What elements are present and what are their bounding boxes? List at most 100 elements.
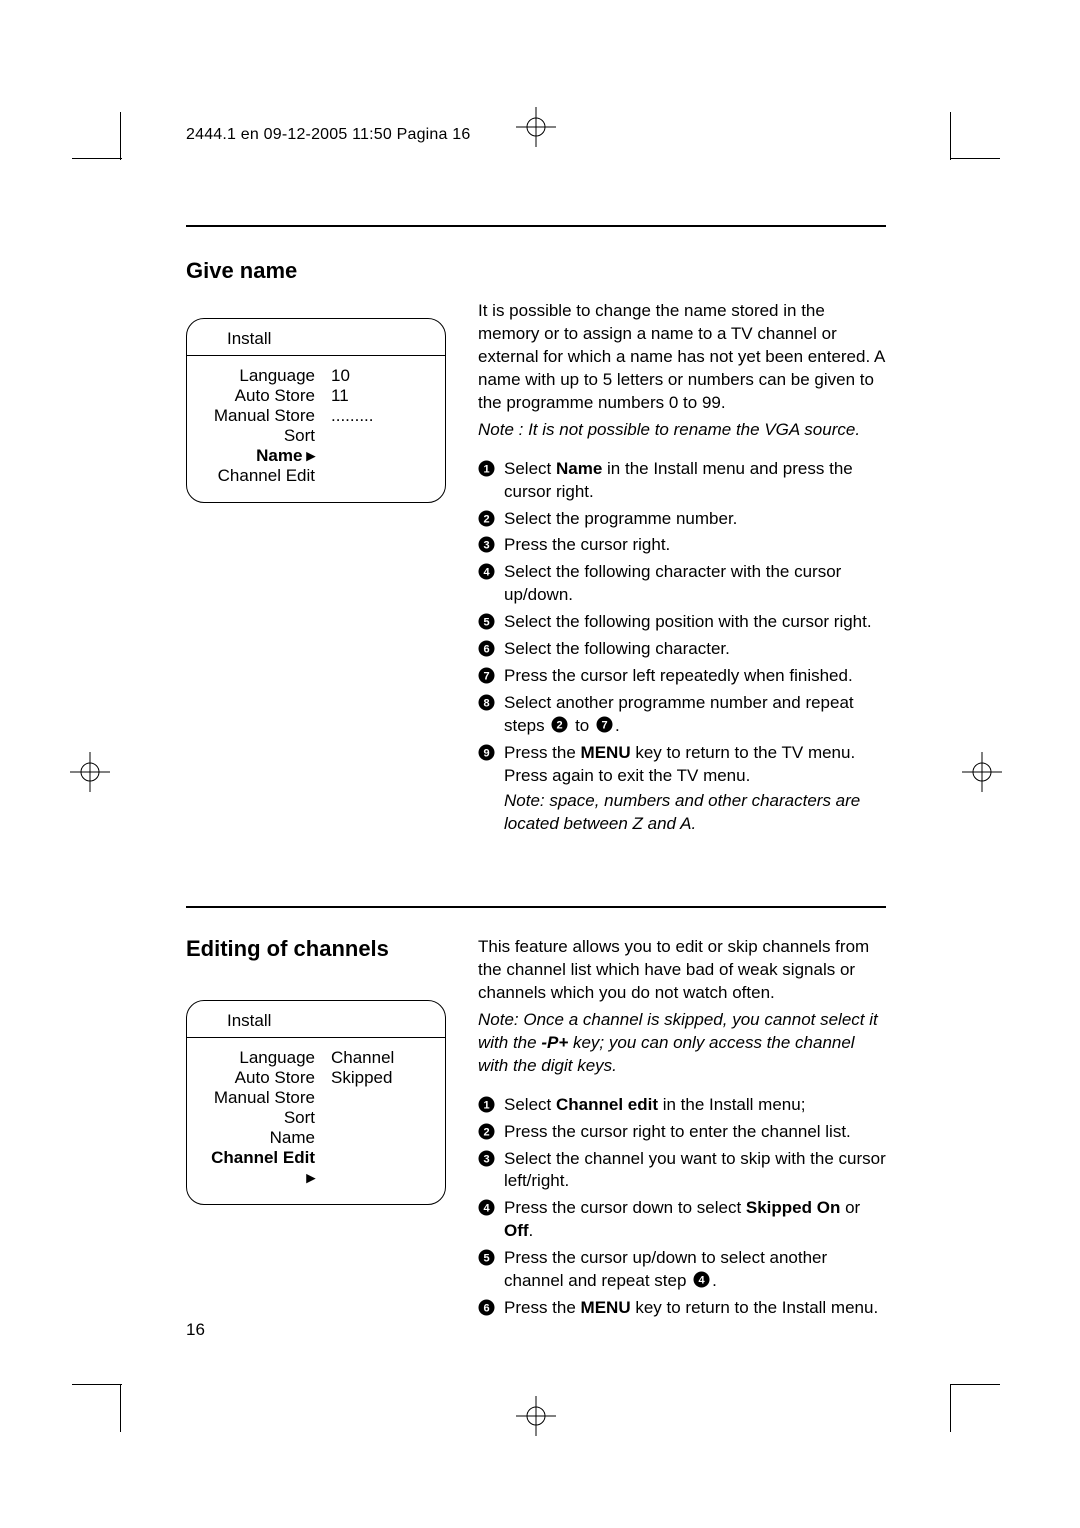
svg-text:2: 2 (557, 720, 563, 732)
step-item: 4 Select the following character with th… (478, 561, 888, 607)
step-number-icon: 5 (478, 1249, 495, 1266)
step-number-icon: 1 (478, 460, 495, 477)
step-text-bold: MENU (581, 1298, 631, 1317)
menu-value (331, 466, 431, 486)
editing-description: This feature allows you to edit or skip … (478, 936, 888, 1320)
section-divider (186, 225, 886, 227)
menu-value: ......... (331, 406, 431, 426)
step-text: to (570, 716, 594, 735)
menu-value (331, 1128, 431, 1148)
menu-label: Manual Store (201, 1088, 331, 1108)
step-item: 1 Select Name in the Install menu and pr… (478, 458, 888, 504)
menu-label-selected: Channel Edit▸ (201, 1148, 331, 1188)
step-item: 5 Select the following position with the… (478, 611, 888, 634)
step-text: key to return to the Install menu. (631, 1298, 879, 1317)
note-text: Note: Once a channel is skipped, you can… (478, 1009, 888, 1078)
menu-value: 10 (331, 366, 431, 386)
step-text: Press the cursor left repeatedly when fi… (504, 666, 853, 685)
note-text: Note: space, numbers and other character… (478, 790, 888, 836)
step-number-icon: 5 (478, 613, 495, 630)
svg-text:4: 4 (483, 567, 490, 579)
svg-text:1: 1 (483, 1099, 489, 1111)
crop-mark (950, 1384, 1000, 1385)
step-text: Select the programme number. (504, 509, 737, 528)
svg-text:5: 5 (483, 1253, 489, 1265)
menu-label: Name (201, 1128, 331, 1148)
step-text-bold: Name (556, 459, 602, 478)
step-text: Press the cursor right to enter the chan… (504, 1122, 851, 1141)
step-number-icon: 3 (478, 536, 495, 553)
menu-row: Channel Edit (201, 466, 431, 486)
step-text: or (840, 1198, 860, 1217)
step-text: in the Install menu; (658, 1095, 805, 1114)
step-text: Select (504, 459, 556, 478)
step-item: 6 Select the following character. (478, 638, 888, 661)
menu-row: Sort (201, 1108, 431, 1128)
step-text-bold: Off (504, 1221, 529, 1240)
registration-mark-icon (962, 752, 1002, 792)
menu-label: Language (201, 1048, 331, 1068)
step-text-bold: Channel edit (556, 1095, 658, 1114)
give-name-description: It is possible to change the name stored… (478, 300, 888, 836)
svg-text:5: 5 (483, 617, 489, 629)
step-ref-icon: 7 (596, 716, 613, 733)
step-item: 3 Press the cursor right. (478, 534, 888, 557)
menu-label-selected: Name▸ (201, 446, 331, 466)
menu-title: Install (201, 1011, 431, 1031)
menu-row: LanguageChannel (201, 1048, 431, 1068)
svg-text:6: 6 (483, 644, 489, 656)
section-title-give-name: Give name (186, 258, 297, 284)
svg-text:6: 6 (483, 1303, 489, 1315)
menu-row: Manual Store (201, 1088, 431, 1108)
step-number-icon: 6 (478, 1299, 495, 1316)
step-text: Press the cursor down to select (504, 1198, 746, 1217)
step-number-icon: 2 (478, 1123, 495, 1140)
menu-label: Sort (201, 426, 331, 446)
menu-label-text: Channel Edit (211, 1148, 315, 1167)
menu-separator (187, 1037, 445, 1038)
step-item: 2 Press the cursor right to enter the ch… (478, 1121, 888, 1144)
step-item: 3 Select the channel you want to skip wi… (478, 1148, 888, 1194)
step-item: 5 Press the cursor up/down to select ano… (478, 1247, 888, 1293)
crop-mark (950, 158, 1000, 159)
menu-value (331, 1108, 431, 1128)
step-text: . (712, 1271, 717, 1290)
step-ref-icon: 2 (551, 716, 568, 733)
manual-page: 2444.1 en 09-12-2005 11:50 Pagina 16 Giv… (0, 0, 1080, 1528)
menu-label: Auto Store (201, 1068, 331, 1088)
menu-title: Install (201, 329, 431, 349)
install-menu-name: Install Language10 Auto Store11 Manual S… (186, 318, 446, 503)
step-text: Select the following position with the c… (504, 612, 872, 631)
step-ref-icon: 4 (693, 1271, 710, 1288)
step-text-bold: Skipped On (746, 1198, 840, 1217)
intro-paragraph: It is possible to change the name stored… (478, 300, 888, 415)
step-number-icon: 6 (478, 640, 495, 657)
step-item: 6 Press the MENU key to return to the In… (478, 1297, 888, 1320)
page-number: 16 (186, 1320, 205, 1340)
registration-mark-icon (70, 752, 110, 792)
svg-text:7: 7 (601, 720, 607, 732)
step-item: 1 Select Channel edit in the Install men… (478, 1094, 888, 1117)
menu-row: Manual Store......... (201, 406, 431, 426)
svg-text:1: 1 (483, 463, 489, 475)
section-divider (186, 906, 886, 908)
step-item: 9 Press the MENU key to return to the TV… (478, 742, 888, 788)
menu-label: Auto Store (201, 386, 331, 406)
crop-mark (120, 1384, 121, 1432)
step-number-icon: 9 (478, 744, 495, 761)
step-text: Select the following character. (504, 639, 730, 658)
menu-value (331, 446, 431, 466)
svg-text:3: 3 (483, 1153, 489, 1165)
right-triangle-icon: ▸ (306, 1168, 315, 1188)
step-number-icon: 8 (478, 694, 495, 711)
menu-separator (187, 355, 445, 356)
svg-text:9: 9 (483, 747, 489, 759)
menu-label-text: Name (256, 446, 302, 465)
step-text: Press the cursor up/down to select anoth… (504, 1248, 827, 1290)
step-text: Select (504, 1095, 556, 1114)
step-number-icon: 3 (478, 1150, 495, 1167)
menu-row: Sort (201, 426, 431, 446)
step-text-bold: MENU (581, 743, 631, 762)
menu-value: 11 (331, 386, 431, 406)
step-item: 8 Select another programme number and re… (478, 692, 888, 738)
